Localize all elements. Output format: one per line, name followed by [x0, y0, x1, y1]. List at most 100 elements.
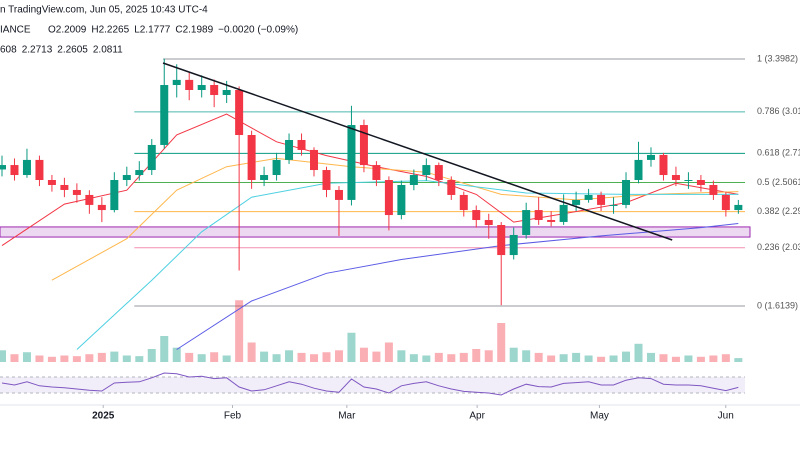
ma-value: 2.0811 [93, 45, 123, 56]
trendline [162, 62, 673, 241]
candle-body [484, 220, 493, 225]
candle-body [285, 139, 294, 160]
candle-body [684, 180, 693, 181]
volume-bar [509, 347, 518, 362]
candle-body [372, 165, 381, 180]
candle-body [197, 85, 206, 90]
candle-body [334, 189, 343, 200]
x-tick-label: 2025 [92, 411, 115, 422]
ma-value: 608 [0, 45, 17, 56]
zone [0, 226, 751, 238]
volume-bar [372, 351, 381, 362]
candle-body [310, 149, 319, 171]
ohlc-value: O2.2009 [48, 25, 87, 36]
candle-body [547, 220, 556, 222]
volume-bar [472, 349, 481, 362]
candle-body [671, 175, 680, 180]
volume-bar [97, 352, 106, 362]
volume-bar [147, 349, 156, 362]
candle-body [459, 194, 468, 211]
candle-body [622, 180, 631, 205]
candle-body [22, 159, 31, 176]
candle-body [347, 125, 356, 200]
candle-body [97, 204, 106, 211]
candle-body [609, 204, 618, 206]
candle-body [734, 204, 743, 211]
candle-body [359, 125, 368, 166]
candle-body [160, 85, 169, 145]
volume-bar [547, 355, 556, 362]
volume-bar [359, 347, 368, 362]
volume-bar [310, 354, 319, 362]
header: n TradingView.com, Jun 05, 2025 10:43 UT… [0, 5, 208, 36]
exchange: IANCE [0, 25, 31, 36]
volume-bar [634, 343, 643, 362]
fib-label: 1 (3.3982) [757, 53, 798, 63]
volume-bar [484, 350, 493, 362]
ohlc-value: L2.1777 [134, 25, 171, 36]
candle-body [447, 180, 456, 195]
candle-body [235, 90, 244, 135]
volume-bar [210, 352, 219, 362]
volume-bar [47, 356, 56, 362]
candle-body [634, 159, 643, 180]
candle-body [534, 210, 543, 221]
candle-body [559, 204, 568, 222]
volume-bar [497, 323, 506, 362]
ma-value: 2.2605 [57, 45, 88, 56]
volume-bar [522, 350, 531, 362]
volume-bar [235, 300, 244, 362]
candle-body [584, 194, 593, 200]
candle-body [721, 194, 730, 211]
volume-bar [584, 355, 593, 362]
volume-bar [185, 352, 194, 362]
candle-body [572, 199, 581, 205]
volume-bar [110, 351, 119, 362]
fib-label: 0.5 (2.5061 [757, 177, 800, 187]
candle-body [409, 175, 418, 185]
volume-bar [659, 354, 668, 362]
candle-body [35, 159, 44, 180]
volume-bar [10, 354, 19, 362]
volume-bar [397, 350, 406, 362]
moving-average [176, 223, 739, 350]
volume-bar [709, 355, 718, 362]
volume-bar [609, 355, 618, 362]
volume-bar [684, 355, 693, 362]
candle-body [10, 165, 19, 176]
volume-bar [247, 342, 256, 362]
source: n TradingView.com, Jun 05, 2025 10:43 UT… [0, 5, 208, 16]
volume-bar [334, 350, 343, 362]
volume-bar [384, 342, 393, 362]
volume-bar [696, 356, 705, 362]
volume-bar [135, 356, 144, 362]
volume-bar [422, 355, 431, 362]
volume-bar [534, 352, 543, 362]
volume-bar [646, 352, 655, 362]
candle-body [122, 175, 131, 180]
candle-body [384, 180, 393, 216]
x-tick-label: Feb [224, 411, 242, 422]
volume-bar [160, 336, 169, 362]
candle-body [0, 165, 6, 170]
volume-bar [459, 352, 468, 362]
candle-body [397, 184, 406, 216]
candle-body [434, 165, 443, 180]
volume-bar [447, 354, 456, 362]
rsi-band [0, 377, 745, 393]
volume-bar [434, 352, 443, 362]
volume-bar [572, 352, 581, 362]
x-tick-label: Mar [338, 411, 356, 422]
candle-body [597, 194, 606, 205]
volume-bar [721, 354, 730, 362]
candle-body [497, 225, 506, 256]
candle-body [522, 210, 531, 235]
candle-body [297, 139, 306, 150]
candle-body [272, 159, 281, 176]
volume-bar [734, 358, 743, 362]
volume-bar [222, 355, 231, 362]
fib-label: 0 (1.6139) [757, 300, 798, 310]
candle-body [72, 189, 81, 195]
candle-body [322, 170, 331, 190]
